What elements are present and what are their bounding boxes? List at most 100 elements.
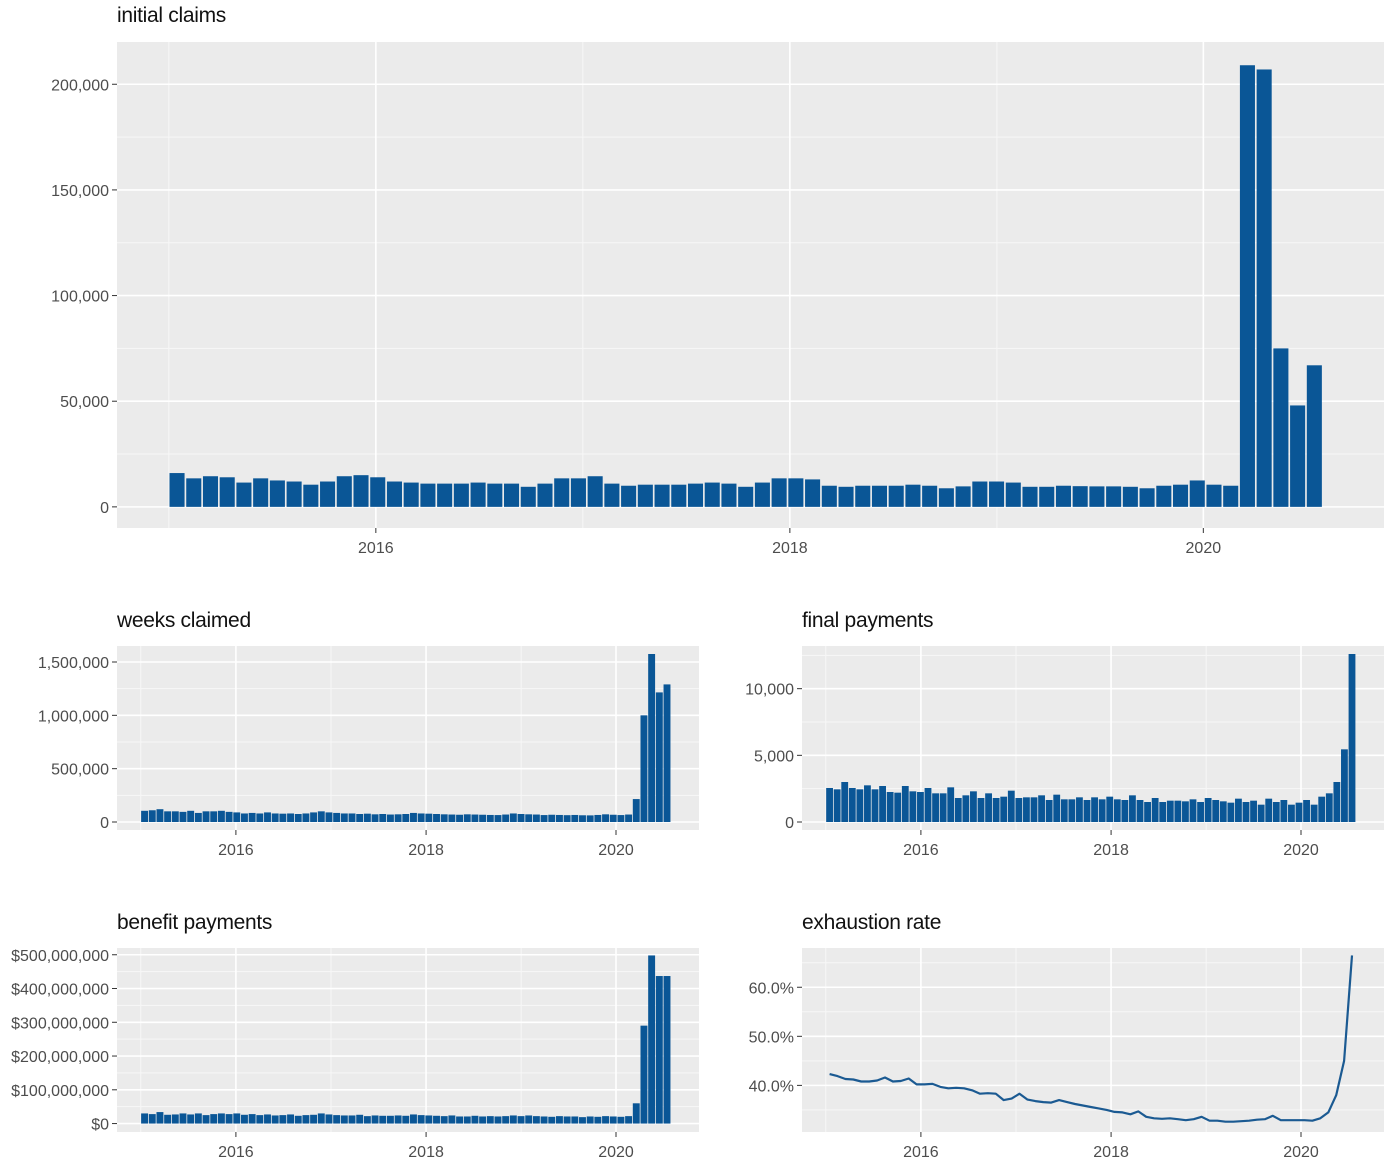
x-tick-label: 2016 <box>218 1144 254 1161</box>
bar <box>905 484 921 507</box>
y-tick-label: 1,000,000 <box>38 708 109 725</box>
chart-title: initial claims <box>117 4 226 27</box>
bar <box>294 1115 302 1124</box>
bar <box>394 814 402 822</box>
y-tick-label: $200,000,000 <box>11 1049 109 1066</box>
bar <box>340 1115 348 1124</box>
bar <box>1182 801 1189 822</box>
bar <box>602 1116 609 1124</box>
bar <box>356 814 364 822</box>
bar <box>1098 799 1106 822</box>
bar <box>1295 802 1303 822</box>
bar <box>1166 800 1174 822</box>
bar <box>248 812 256 822</box>
bar <box>148 1114 156 1124</box>
bar <box>236 482 252 507</box>
bar <box>1265 798 1273 822</box>
bar <box>156 1112 164 1124</box>
bar <box>1250 800 1257 822</box>
bar <box>879 786 886 822</box>
bar <box>1068 799 1076 822</box>
bar <box>325 1114 333 1124</box>
bar <box>532 1116 540 1124</box>
y-tick-label: 5,000 <box>754 748 794 765</box>
bar <box>687 483 704 507</box>
bar <box>1256 69 1272 507</box>
bar <box>1257 804 1265 822</box>
bar <box>609 814 617 822</box>
bar <box>1089 486 1105 507</box>
bar <box>386 1115 394 1124</box>
bar <box>648 654 656 822</box>
bar <box>1306 365 1322 507</box>
bar <box>1239 65 1255 507</box>
bar <box>456 1116 464 1124</box>
bar <box>1333 782 1341 822</box>
bar <box>256 813 264 822</box>
bar <box>494 1116 502 1124</box>
bar <box>771 478 787 507</box>
bar <box>1007 790 1015 822</box>
bar <box>1144 802 1151 822</box>
bar <box>1272 802 1280 822</box>
bar <box>353 475 369 507</box>
bar <box>403 482 419 507</box>
bar <box>1039 486 1055 507</box>
bar <box>286 481 302 507</box>
bar <box>269 480 285 507</box>
bar <box>448 1115 456 1124</box>
bar <box>194 812 202 822</box>
bar <box>520 486 536 507</box>
bar <box>171 1114 179 1124</box>
bar <box>333 1115 341 1124</box>
bar <box>453 483 469 507</box>
x-tick-label: 2016 <box>358 540 394 557</box>
x-tick-label: 2016 <box>903 1144 939 1161</box>
bar <box>264 812 271 822</box>
bar <box>433 1115 440 1124</box>
bar <box>417 1115 425 1124</box>
bar <box>371 1115 379 1124</box>
bar <box>302 1115 310 1124</box>
bar <box>1060 799 1068 822</box>
bar <box>826 788 833 822</box>
bar <box>1038 795 1045 822</box>
bar <box>704 482 720 507</box>
y-tick-label: 1,500,000 <box>38 655 109 672</box>
bar <box>537 483 553 507</box>
bar <box>1189 799 1197 822</box>
x-tick-label: 2016 <box>218 842 254 859</box>
bar <box>440 1116 448 1124</box>
bar <box>871 789 879 822</box>
bar <box>671 484 687 507</box>
bar <box>186 478 202 507</box>
bar <box>333 812 341 822</box>
bar <box>494 815 502 822</box>
bar <box>604 483 620 507</box>
bar <box>187 810 195 822</box>
bar <box>240 1114 248 1124</box>
y-tick-label: $0 <box>91 1117 109 1134</box>
bar <box>989 481 1005 507</box>
bar <box>1348 654 1356 822</box>
bar <box>164 811 172 822</box>
bar <box>632 799 640 822</box>
bar <box>156 809 164 822</box>
x-tick-label: 2018 <box>772 540 808 557</box>
bar <box>225 811 233 822</box>
bar <box>479 1116 487 1124</box>
bar <box>271 1115 279 1124</box>
bar <box>609 1116 617 1124</box>
bar <box>1280 800 1288 822</box>
chart-title: benefit payments <box>117 911 273 934</box>
bar <box>754 482 770 507</box>
bar <box>379 1115 387 1124</box>
y-tick-label: 10,000 <box>745 682 794 699</box>
bar <box>502 1116 510 1124</box>
bar <box>1022 486 1038 507</box>
bar <box>253 478 269 507</box>
bar <box>440 814 448 822</box>
bar <box>271 813 279 822</box>
